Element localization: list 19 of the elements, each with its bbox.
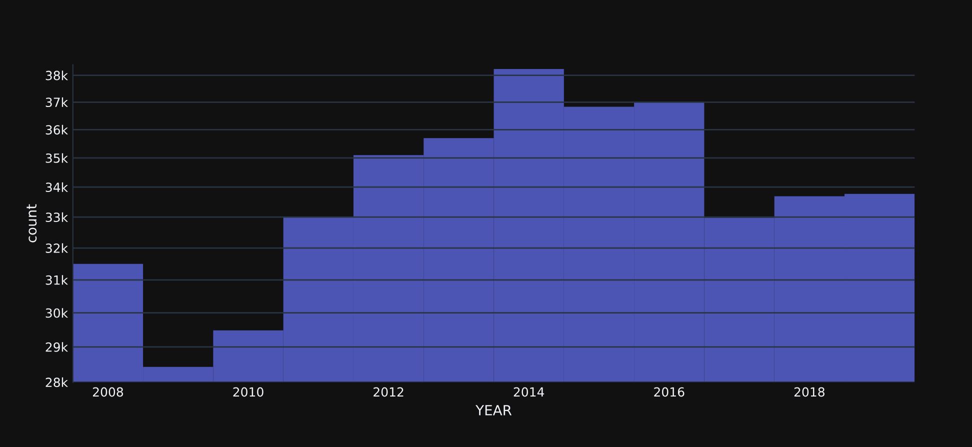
x-tick-label: 2018 — [794, 387, 824, 397]
y-tick-label: 29k — [46, 342, 68, 352]
y-tick-label: 34k — [46, 182, 68, 192]
x-axis-title: YEAR — [476, 405, 512, 416]
y-tick-label: 30k — [46, 308, 68, 318]
x-tick-label: 2016 — [654, 387, 684, 397]
y-tick-label: 33k — [46, 212, 68, 222]
x-tick-label: 2012 — [374, 387, 404, 397]
x-tick-label: 2014 — [514, 387, 544, 397]
y-tick-label: 28k — [46, 377, 68, 388]
y-tick-label: 37k — [46, 97, 68, 108]
y-tick-label: 38k — [46, 70, 68, 80]
y-tick-label: 35k — [46, 153, 68, 163]
y-tick-label: 36k — [46, 124, 68, 135]
x-tick-label: 2010 — [233, 387, 264, 397]
y-tick-label: 32k — [46, 243, 68, 253]
y-axis-title: count — [26, 204, 37, 242]
y-tick-label: 31k — [46, 275, 68, 285]
x-tick-label: 2008 — [92, 387, 124, 397]
